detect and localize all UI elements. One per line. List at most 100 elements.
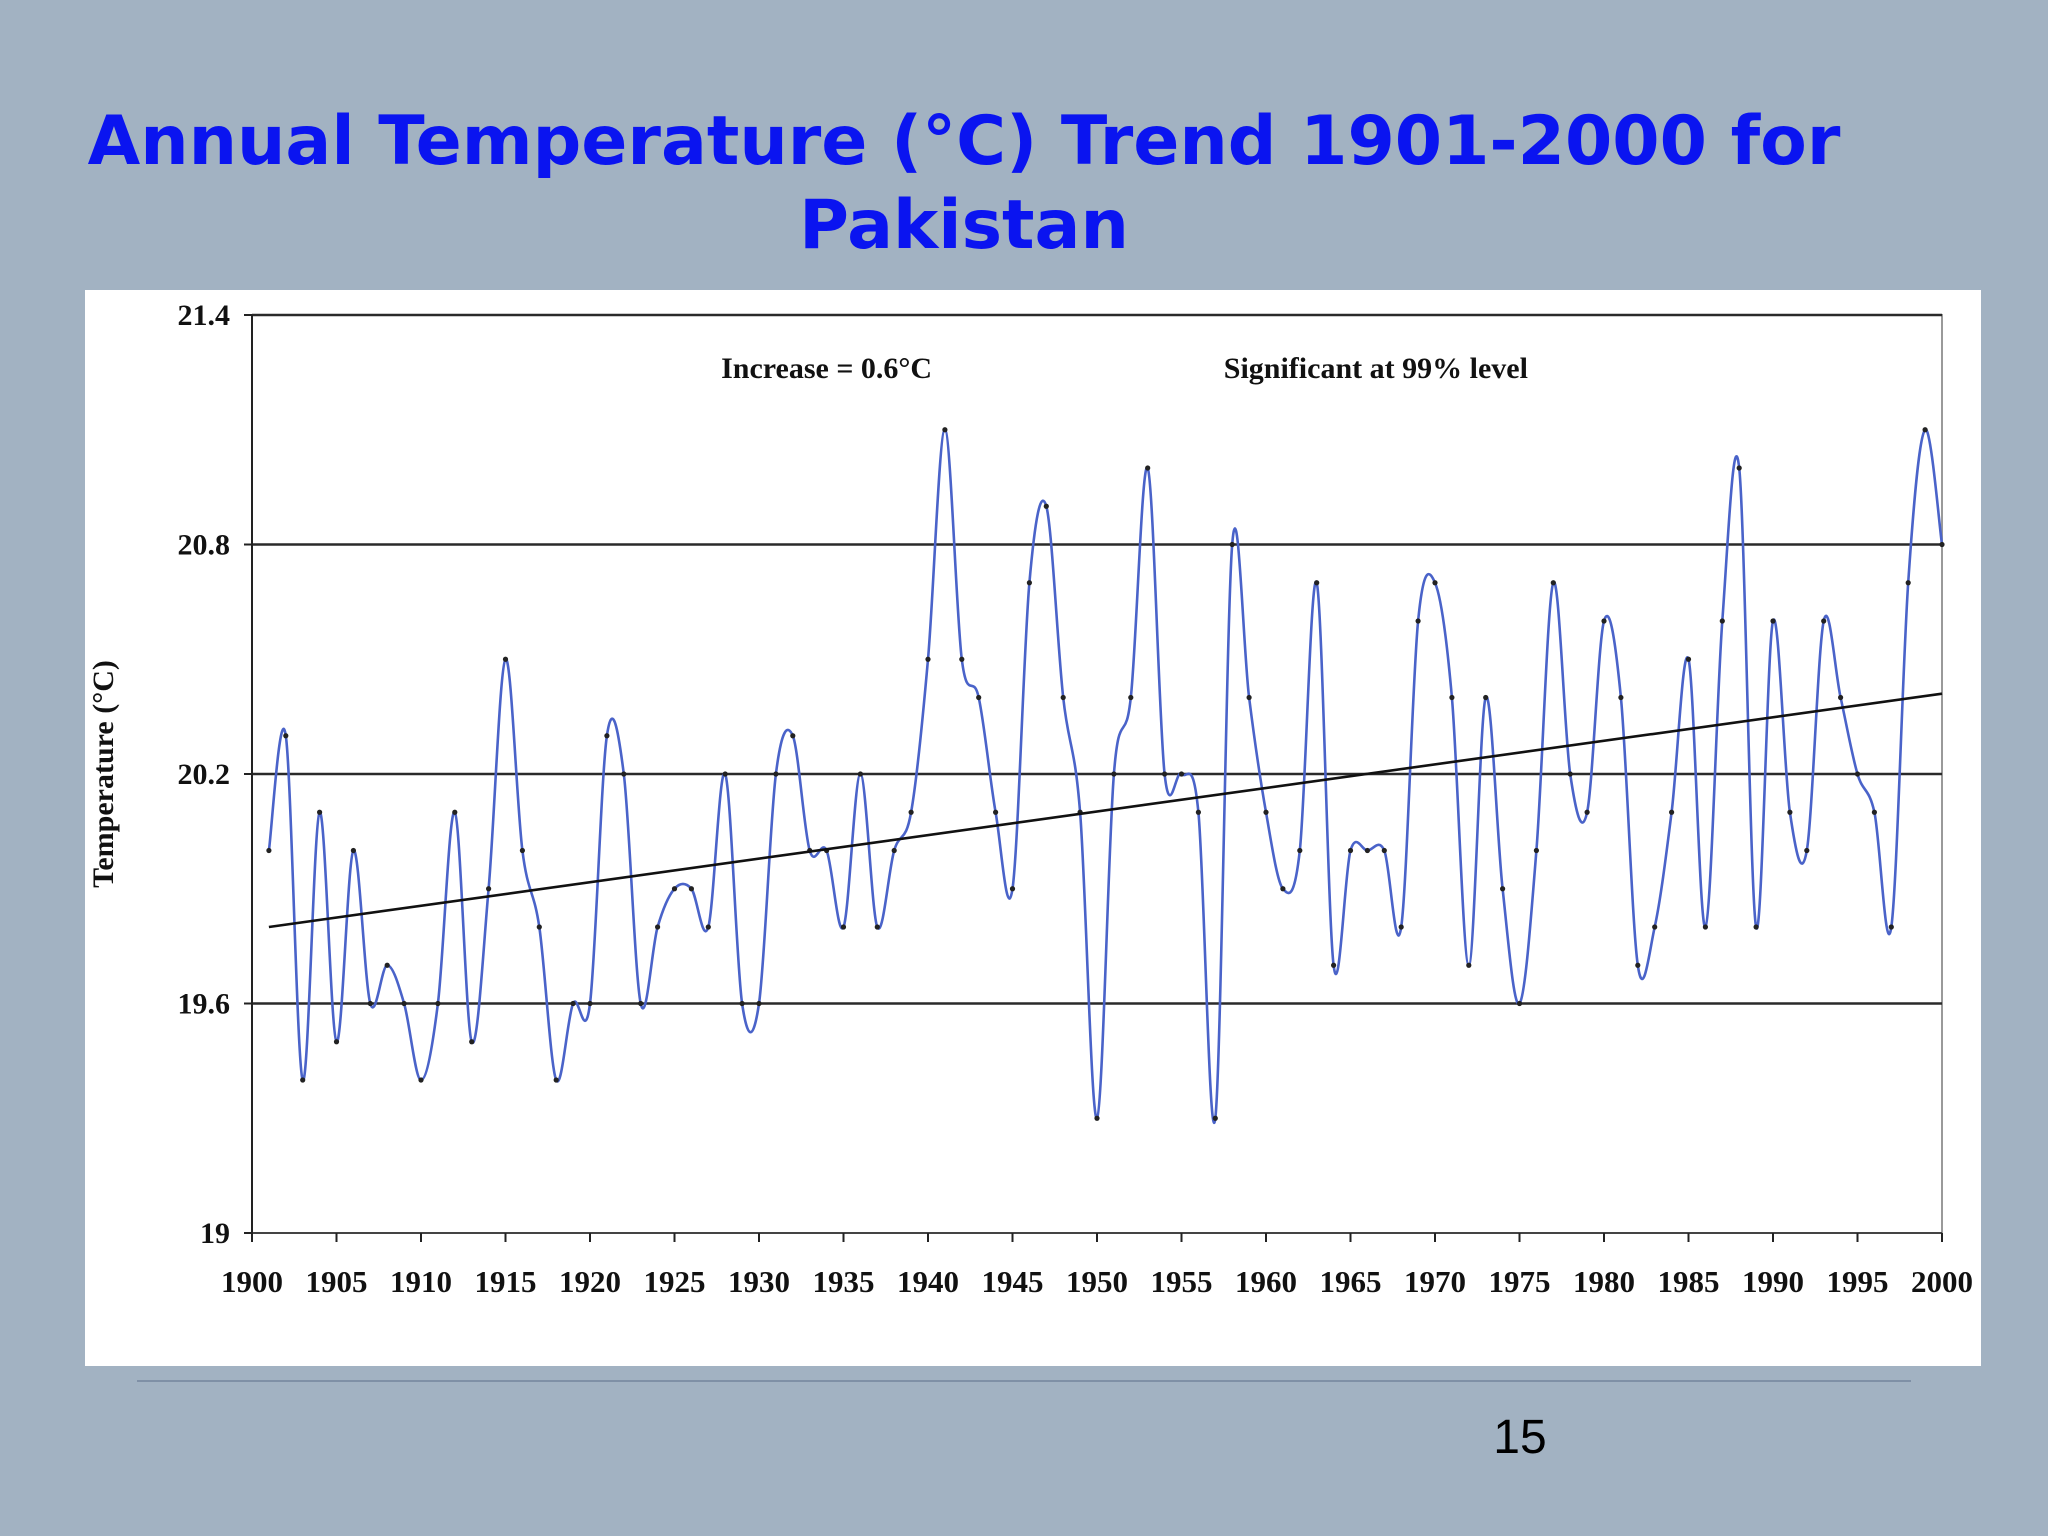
x-tick-label: 1935	[813, 1264, 875, 1299]
temperature-data-point	[942, 427, 948, 433]
x-tick-label: 1980	[1573, 1264, 1635, 1299]
temperature-data-point	[418, 1077, 424, 1083]
temperature-data-point	[1009, 886, 1016, 892]
chart-panel: 19 19.6 20.2 20.8 21.4 1900 1905 1910 1915 1920 19…	[85, 290, 1981, 1366]
x-tick-label: 1925	[644, 1264, 706, 1299]
temperature-data-point	[486, 886, 492, 892]
temperature-data-point	[1364, 847, 1370, 854]
temperature-data-point	[502, 656, 509, 662]
temperature-data-point	[1263, 809, 1269, 815]
x-tick-label: 1990	[1742, 1264, 1804, 1299]
page-number: 15	[1493, 1411, 1547, 1464]
x-tick-label: 1945	[982, 1264, 1044, 1299]
temperature-data-point	[300, 1077, 306, 1083]
temperature-data-point	[350, 847, 356, 854]
temperature-data-point	[976, 694, 982, 701]
y-tick-label: 19.6	[178, 988, 231, 1021]
footer-divider	[137, 1380, 1911, 1382]
x-tick-label: 1975	[1489, 1264, 1551, 1299]
x-tick-label: 1915	[475, 1264, 537, 1299]
slide-title: Annual Temperature (°C) Trend 1901-2000 …	[0, 100, 1928, 268]
x-tick-label: 1910	[390, 1264, 452, 1299]
temperature-data-point	[1702, 924, 1708, 930]
temperature-data-point	[1685, 656, 1692, 662]
temperature-data-point	[908, 809, 914, 815]
temperature-data-point	[1314, 580, 1320, 586]
temperature-data-point	[1229, 541, 1235, 548]
temperature-data-point	[1483, 694, 1489, 701]
x-tick-label: 1955	[1151, 1264, 1213, 1299]
x-tick-label: 1920	[559, 1264, 621, 1299]
temperature-chart: 19 19.6 20.2 20.8 21.4 1900 1905 1910 1915 1920 19…	[87, 299, 1973, 1299]
temperature-data-point	[1871, 809, 1877, 815]
slide-title-line-2: Pakistan	[799, 186, 1129, 265]
temperature-data-point	[756, 1000, 762, 1007]
x-tick-label: 1930	[728, 1264, 790, 1299]
temperature-data-point	[435, 1000, 441, 1007]
temperature-data-point	[638, 1000, 644, 1007]
trend-line	[268, 692, 1943, 929]
temperature-data-point	[1804, 847, 1810, 854]
x-tick-label: 1970	[1404, 1264, 1466, 1299]
temperature-data-point	[1347, 847, 1354, 854]
temperature-data-point	[1297, 847, 1303, 854]
x-tick-label: 1950	[1066, 1264, 1128, 1299]
temperature-data-point	[1635, 962, 1641, 968]
temperature-data-point	[790, 733, 796, 739]
temperature-data-point	[1246, 694, 1252, 701]
temperature-data-point	[891, 847, 897, 854]
temperature-data-point	[570, 1000, 576, 1007]
temperature-data-point	[1669, 809, 1675, 815]
temperature-data-point	[1939, 541, 1945, 548]
y-tick-label: 20.2	[178, 758, 231, 791]
temperature-data-point	[384, 962, 390, 968]
temperature-data-point	[519, 847, 525, 854]
temperature-data-point	[1719, 618, 1725, 624]
y-tick-label: 20.8	[178, 529, 231, 562]
temperature-data-point	[722, 771, 728, 777]
temperature-data-point	[1398, 924, 1404, 930]
temperature-data-point	[283, 733, 289, 739]
x-tick-label: 2000	[1911, 1264, 1973, 1299]
temperature-data-point	[1178, 771, 1185, 777]
temperature-data-point	[1111, 771, 1117, 777]
temperature-data-point	[959, 656, 965, 662]
temperature-data-point	[1162, 771, 1168, 777]
temperature-data-point	[1601, 618, 1607, 624]
temperature-data-point	[1753, 924, 1759, 930]
temperature-data-point	[840, 924, 847, 930]
temperature-data-point	[688, 886, 695, 892]
temperature-data-point	[1567, 771, 1573, 777]
temperature-data-point	[401, 1000, 407, 1007]
temperature-data-point	[1280, 886, 1286, 892]
temperature-data-point	[1043, 503, 1049, 509]
temperature-data-point	[1212, 1115, 1218, 1121]
temperature-data-point	[367, 1000, 373, 1007]
temperature-data-point	[671, 886, 678, 892]
temperature-data-point	[1821, 618, 1827, 624]
temperature-data-point	[1500, 886, 1506, 892]
temperature-data-point	[1432, 580, 1438, 586]
temperature-data-point	[1770, 618, 1776, 624]
temperature-data-point	[452, 809, 458, 815]
temperature-data-point	[317, 809, 323, 815]
temperature-data-point	[1449, 694, 1455, 701]
temperature-data-point	[1331, 962, 1337, 968]
temperature-data-point	[705, 924, 711, 930]
temperature-data-point	[587, 1000, 593, 1007]
temperature-data-point	[333, 1039, 340, 1045]
y-axis-title: Temperature (°C)	[87, 660, 120, 888]
temperature-data-point	[1787, 809, 1793, 815]
temperature-data-point	[1888, 924, 1894, 930]
temperature-data-point	[1736, 465, 1742, 471]
temperature-data-point	[874, 924, 880, 930]
temperature-data-point	[1905, 580, 1911, 586]
temperature-data-point	[621, 771, 627, 777]
temperature-data-point	[773, 771, 779, 777]
temperature-series-line	[267, 428, 1944, 1124]
temperature-data-point	[739, 1000, 745, 1007]
y-tick-label: 21.4	[178, 299, 231, 332]
temperature-data-point	[1838, 694, 1844, 701]
temperature-data-point	[1415, 618, 1421, 624]
temperature-data-point	[1060, 694, 1066, 701]
